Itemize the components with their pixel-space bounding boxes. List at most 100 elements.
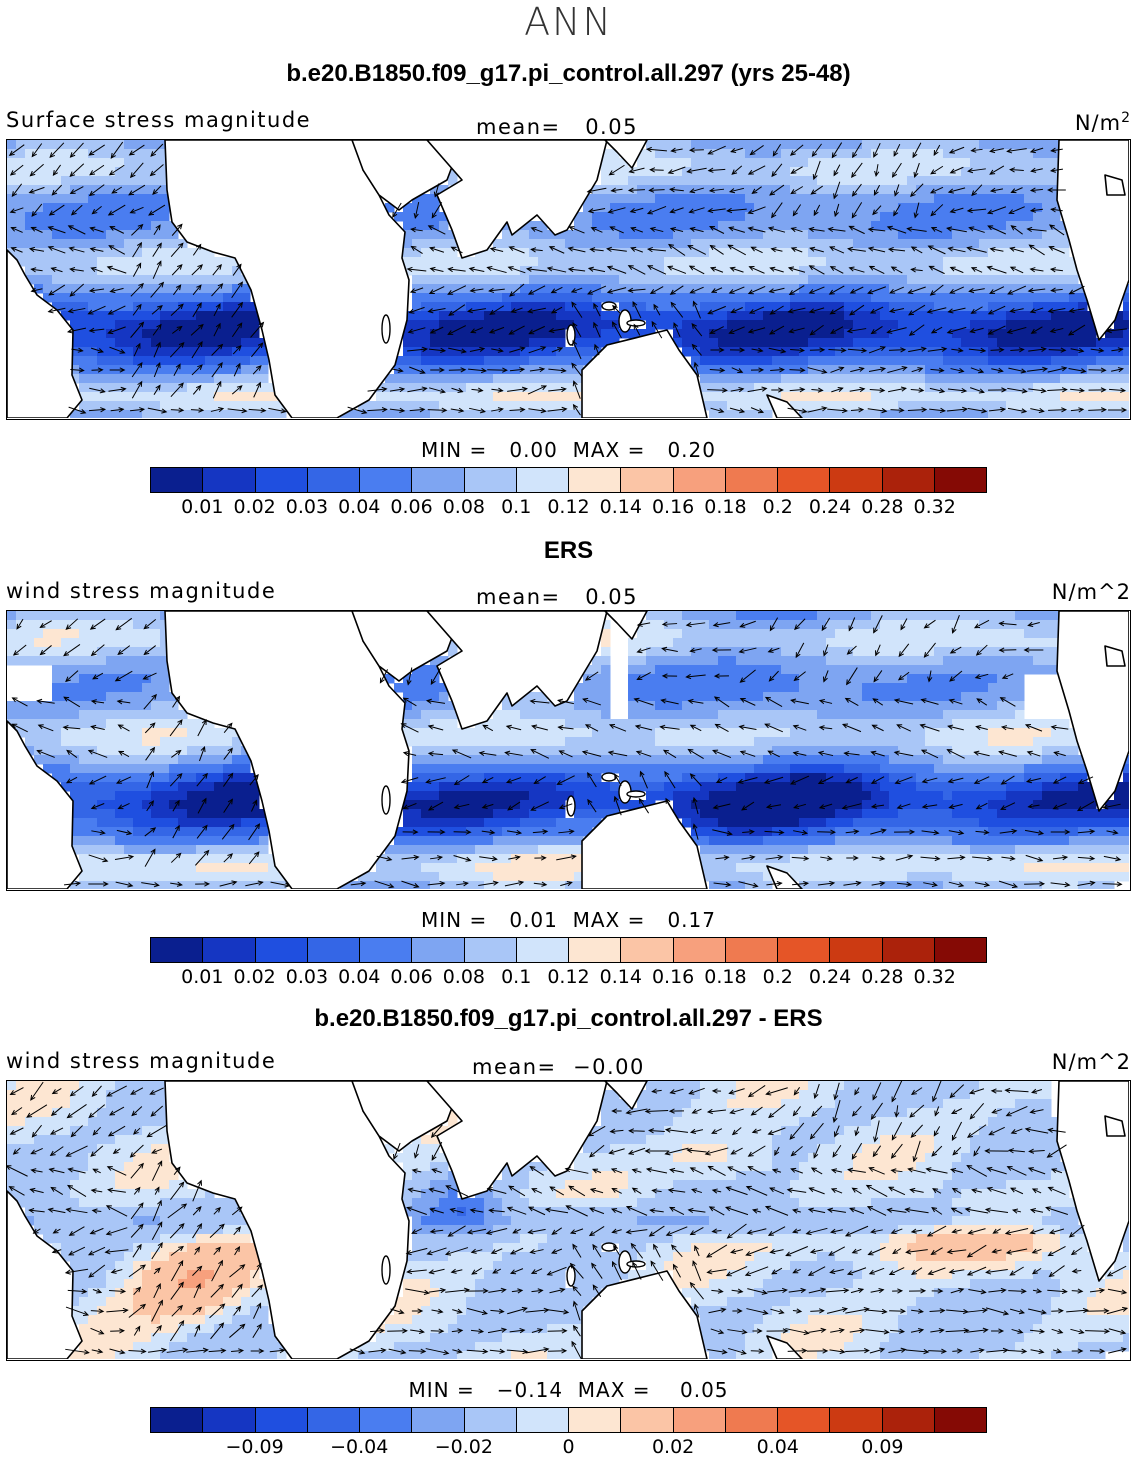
field-cell	[853, 248, 863, 258]
wind-arrow	[709, 326, 724, 334]
wind-arrow	[47, 245, 66, 254]
field-cell	[43, 284, 53, 294]
field-cell	[232, 284, 242, 294]
field-cell	[1051, 230, 1061, 240]
wind-arrow	[1111, 367, 1124, 373]
coastline	[164, 140, 410, 418]
field-cell	[907, 275, 917, 285]
field-cell	[412, 737, 422, 747]
field-cell	[1033, 755, 1043, 765]
field-cell	[817, 311, 827, 321]
field-cell	[538, 320, 548, 330]
field-cell	[1033, 764, 1043, 774]
field-cell	[1006, 239, 1016, 249]
field-cell	[412, 791, 422, 801]
field-cell	[736, 356, 746, 366]
field-cell	[664, 248, 674, 258]
field-cell	[25, 212, 35, 222]
field-cell	[592, 284, 602, 294]
field-cell	[124, 329, 134, 339]
field-cell	[52, 656, 62, 666]
field-cell	[439, 701, 449, 711]
field-cell	[70, 692, 80, 702]
field-cell	[1123, 764, 1129, 774]
wind-arrow	[829, 305, 844, 315]
field-cell	[736, 203, 746, 213]
field-cell	[691, 248, 701, 258]
field-cell	[871, 773, 881, 783]
field-cell	[196, 383, 206, 393]
wind-arrow	[869, 306, 884, 314]
wind-arrow	[751, 347, 764, 353]
field-cell	[142, 374, 152, 384]
field-cell	[772, 683, 782, 693]
field-cell	[619, 266, 629, 276]
wind-arrow	[606, 287, 627, 294]
field-cell	[655, 764, 665, 774]
field-cell	[979, 728, 989, 738]
field-cell	[664, 293, 674, 303]
field-cell	[952, 158, 962, 168]
field-cell	[844, 329, 854, 339]
field-cell	[844, 257, 854, 267]
field-cell	[556, 710, 566, 720]
field-cell	[142, 410, 152, 418]
field-cell	[664, 755, 674, 765]
field-cell	[736, 719, 746, 729]
field-cell	[1051, 275, 1061, 285]
island	[381, 314, 391, 344]
field-cell	[1051, 392, 1061, 402]
field-cell	[844, 611, 854, 621]
wind-arrow	[669, 187, 684, 193]
wind-arrow	[1047, 308, 1066, 314]
field-cell	[682, 230, 692, 240]
field-cell	[394, 410, 404, 418]
field-cell	[763, 737, 773, 747]
field-cell	[160, 719, 170, 729]
field-cell	[853, 356, 863, 366]
field-cell	[979, 266, 989, 276]
field-cell	[25, 194, 35, 204]
field-cell	[889, 257, 899, 267]
field-cell	[97, 746, 107, 756]
field-cell	[646, 320, 656, 330]
field-cell	[772, 656, 782, 666]
field-cell	[736, 302, 746, 312]
wind-arrow	[1108, 407, 1128, 413]
field-cell	[43, 710, 53, 720]
field-cell	[772, 167, 782, 177]
field-cell	[1069, 383, 1079, 393]
field-cell	[826, 728, 836, 738]
field-cell	[763, 374, 773, 384]
wind-arrow	[89, 226, 104, 233]
field-cell	[808, 194, 818, 204]
field-cell	[916, 383, 926, 393]
wind-arrow	[707, 145, 726, 155]
field-cell	[808, 746, 818, 756]
field-cell	[70, 329, 80, 339]
field-cell	[421, 692, 431, 702]
field-cell	[772, 692, 782, 702]
field-cell	[448, 248, 458, 258]
field-cell	[502, 755, 512, 765]
field-cell	[682, 683, 692, 693]
field-cell	[484, 764, 494, 774]
field-cell	[1105, 374, 1115, 384]
field-cell	[7, 158, 17, 168]
field-cell	[979, 755, 989, 765]
field-cell	[943, 203, 953, 213]
field-cell	[466, 764, 476, 774]
field-cell	[1123, 401, 1129, 411]
field-cell	[142, 665, 152, 675]
field-cell	[655, 320, 665, 330]
field-cell	[1006, 140, 1016, 150]
wind-arrow	[989, 187, 1004, 193]
field-cell	[907, 140, 917, 150]
field-cell	[754, 257, 764, 267]
field-cell	[196, 410, 206, 418]
field-cell	[718, 764, 728, 774]
wind-arrow	[771, 387, 784, 393]
field-cell	[421, 239, 431, 249]
field-cell	[61, 737, 71, 747]
field-cell	[43, 620, 53, 630]
